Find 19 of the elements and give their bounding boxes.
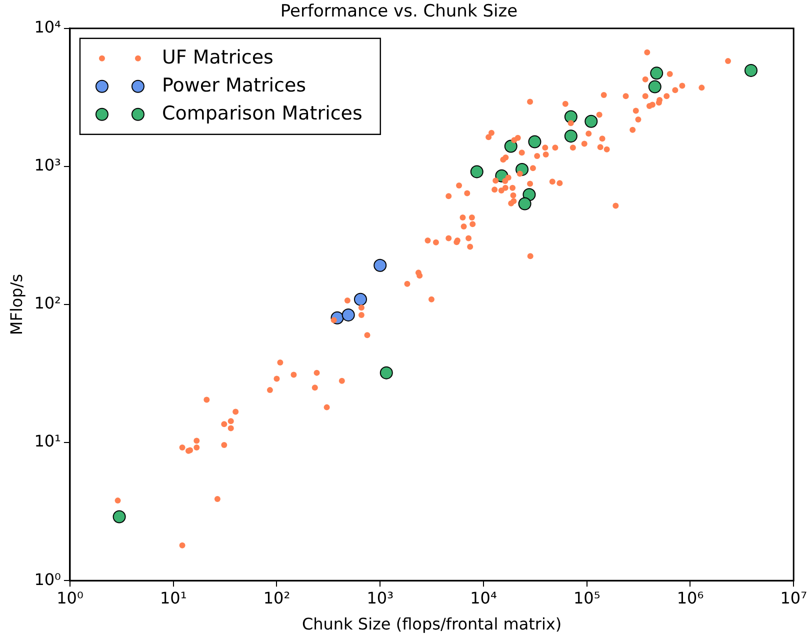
y-tick-label: 10⁴: [34, 18, 61, 37]
x-tick-label: 10⁴: [470, 588, 497, 608]
x-tick-label: 10⁶: [676, 588, 704, 608]
x-tick-label: 10²: [263, 588, 290, 608]
y-tick-label: 10²: [34, 294, 61, 313]
y-tick-label: 10⁰: [34, 570, 61, 589]
legend-label: UF Matrices: [162, 46, 274, 68]
x-tick-label: 10⁵: [573, 588, 600, 608]
x-tick-label: 10³: [366, 588, 394, 608]
y-tick-label: 10³: [34, 156, 61, 175]
x-tick-label: 10¹: [160, 588, 187, 608]
x-tick-label: 10⁷: [780, 588, 808, 608]
y-tick-label: 10¹: [34, 432, 61, 451]
x-tick-label: 10⁰: [56, 588, 84, 608]
x-axis-title: Chunk Size (flops/frontal matrix): [302, 614, 562, 634]
chart-title: Performance vs. Chunk Size: [280, 2, 518, 22]
legend-label: Power Matrices: [162, 74, 306, 96]
legend-label: Comparison Matrices: [162, 102, 362, 124]
y-axis-title: MFlop/s: [6, 274, 26, 336]
